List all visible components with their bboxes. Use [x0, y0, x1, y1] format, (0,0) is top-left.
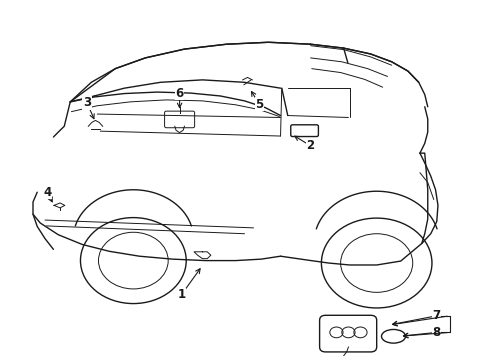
- Text: 4: 4: [43, 186, 51, 199]
- Text: 5: 5: [255, 98, 263, 111]
- Text: 1: 1: [177, 288, 185, 301]
- Text: 2: 2: [306, 139, 314, 152]
- Text: 6: 6: [175, 86, 183, 100]
- Text: 7: 7: [432, 309, 440, 322]
- Text: 8: 8: [432, 326, 440, 339]
- Text: 3: 3: [83, 96, 91, 109]
